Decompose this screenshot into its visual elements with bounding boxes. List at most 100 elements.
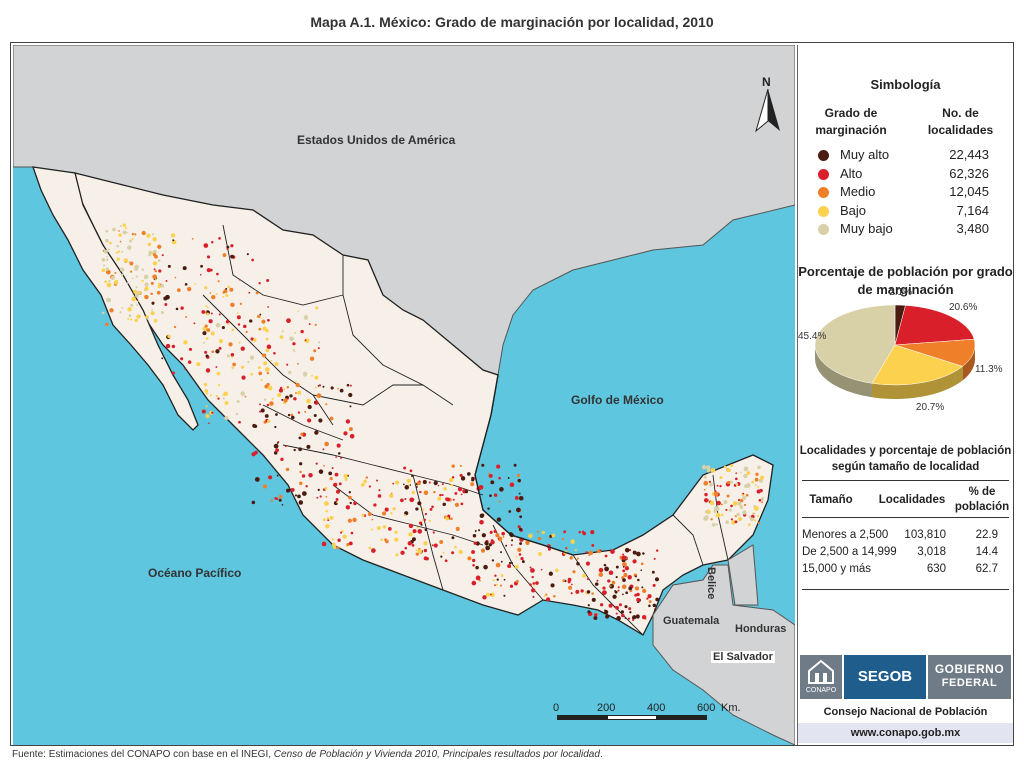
map-svg: [13, 45, 795, 745]
locality-dot: [287, 397, 289, 400]
locality-dot: [588, 554, 591, 557]
locality-dot: [368, 546, 372, 550]
locality-dot: [277, 392, 282, 398]
locality-dot: [316, 393, 322, 399]
locality-dot: [336, 546, 340, 550]
locality-dot: [256, 315, 260, 319]
locality-dot: [586, 577, 590, 581]
locality-dot: [298, 500, 304, 505]
locality-dot: [518, 492, 521, 495]
locality-dot: [636, 551, 641, 557]
locality-dot: [615, 605, 619, 610]
locality-dot: [403, 466, 407, 470]
locality-dot: [106, 282, 112, 288]
locality-dot: [514, 564, 519, 569]
locality-dot: [470, 482, 475, 487]
locality-dot: [334, 472, 339, 477]
locality-dot: [258, 371, 263, 376]
federal-text: FEDERAL: [941, 677, 998, 689]
legend-col-num: No. de localidades: [927, 106, 994, 137]
locality-dot: [605, 614, 610, 619]
locality-dot: [576, 562, 580, 566]
locality-dot: [489, 494, 492, 498]
locality-dot: [301, 474, 306, 478]
locality-dot: [223, 391, 229, 396]
locality-dot: [652, 583, 656, 587]
locality-dot: [333, 482, 338, 487]
conapo-house-icon: [808, 659, 834, 684]
locality-dot: [586, 590, 591, 594]
locality-dot: [292, 342, 296, 346]
side-panel: Simbología Grado de marginación No. de l…: [797, 45, 1013, 745]
locality-dot: [529, 566, 532, 569]
locality-dot: [723, 465, 727, 469]
locality-dot: [230, 302, 235, 308]
locality-dot: [752, 513, 755, 516]
locality-dot: [206, 312, 210, 316]
locality-dot: [210, 312, 213, 315]
locality-dot: [350, 531, 354, 535]
locality-dot: [146, 317, 149, 320]
locality-dot: [135, 275, 138, 278]
locality-dot: [278, 494, 283, 499]
locality-dot: [423, 541, 428, 546]
locality-dot: [487, 507, 490, 510]
locality-dot: [283, 398, 288, 403]
pie-label: 20.6%: [948, 301, 978, 313]
locality-dot: [136, 314, 141, 319]
locality-dot: [226, 245, 230, 249]
locality-dot: [105, 229, 109, 233]
locality-dot: [164, 303, 168, 306]
locality-dot: [485, 545, 488, 548]
table-cell-poblacion: 62.7: [975, 563, 998, 575]
locality-dot: [754, 484, 757, 487]
locality-dot: [475, 541, 480, 546]
locality-dot: [134, 318, 139, 323]
locality-dot: [621, 584, 627, 590]
locality-dot: [224, 400, 229, 405]
locality-dot: [472, 534, 477, 538]
org-url[interactable]: www.conapo.gob.mx: [798, 723, 1013, 743]
locality-dot: [271, 397, 274, 400]
locality-dot: [483, 564, 488, 570]
locality-dot: [130, 303, 134, 307]
locality-dot: [128, 314, 132, 318]
locality-dot: [223, 289, 228, 294]
locality-dot: [625, 591, 629, 595]
locality-dot: [746, 471, 751, 475]
locality-dot: [326, 517, 330, 520]
locality-dot: [743, 473, 748, 479]
locality-dot: [646, 597, 649, 600]
locality-dot: [501, 531, 505, 536]
locality-dot: [632, 559, 637, 564]
locality-dot: [594, 582, 599, 586]
locality-dot: [563, 530, 567, 534]
locality-dot: [756, 489, 761, 494]
locality-dot: [314, 401, 316, 403]
locality-dot: [240, 346, 245, 351]
locality-dot: [587, 604, 590, 607]
locality-dot: [322, 518, 326, 522]
locality-dot: [303, 371, 308, 377]
locality-dot: [493, 493, 498, 497]
locality-dot: [144, 282, 149, 287]
locality-dot: [640, 562, 644, 566]
locality-dot: [138, 291, 141, 294]
locality-dot: [348, 495, 352, 500]
table-cell-tamano: 15,000 y más: [802, 563, 872, 575]
locality-dot: [713, 506, 719, 512]
scale-seg-3: [657, 715, 707, 720]
locality-dot: [580, 589, 584, 593]
locality-dot: [215, 322, 221, 328]
locality-dot: [516, 473, 521, 478]
locality-dot: [331, 538, 335, 541]
locality-dot: [288, 370, 292, 375]
locality-dot: [451, 551, 455, 555]
locality-dot: [208, 319, 213, 324]
locality-dot: [260, 408, 265, 413]
locality-dot: [216, 371, 221, 376]
locality-dot: [187, 360, 192, 364]
locality-dot: [404, 485, 410, 490]
locality-dot: [150, 281, 154, 285]
locality-dot: [585, 551, 588, 554]
